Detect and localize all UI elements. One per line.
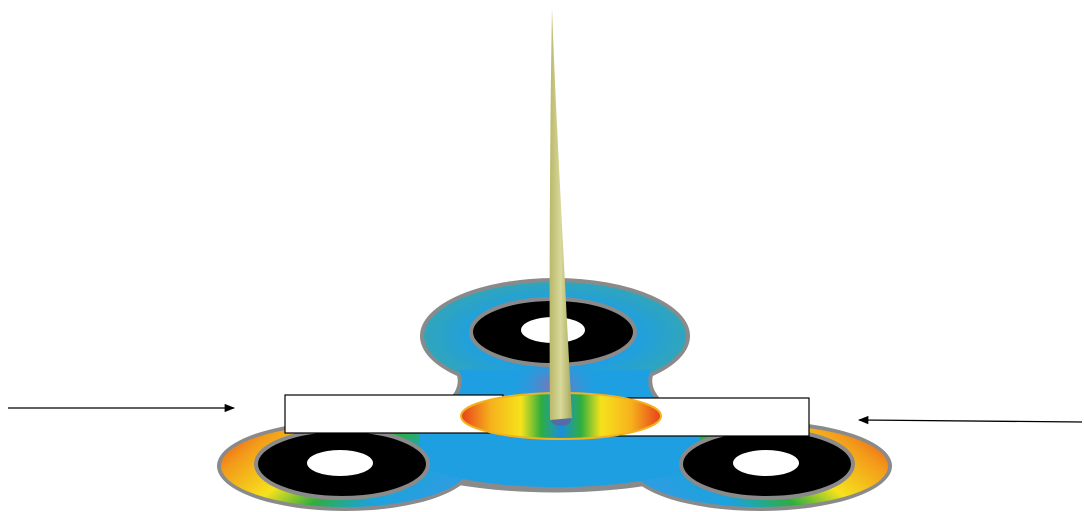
- probe-tip: [549, 8, 572, 420]
- bearing-left: [254, 428, 430, 500]
- bearing-right: [679, 428, 855, 500]
- arrow-right: [857, 415, 1083, 425]
